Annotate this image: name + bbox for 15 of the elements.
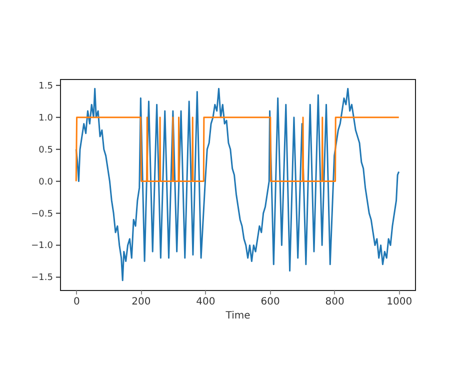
x-tick-label: 600 bbox=[260, 296, 280, 308]
x-tick-label: 400 bbox=[196, 296, 216, 308]
x-tick-label: 1000 bbox=[386, 296, 412, 308]
y-tick-label: 1.0 bbox=[38, 113, 54, 124]
y-tick-label: −1.0 bbox=[31, 241, 54, 252]
y-tick-label: 0.5 bbox=[38, 145, 53, 156]
x-tick-label: 0 bbox=[73, 296, 80, 308]
y-tick-label: 1.5 bbox=[38, 81, 53, 92]
y-tick-label: −1.5 bbox=[31, 273, 53, 284]
line-series bbox=[75, 88, 400, 282]
x-tick-label: 800 bbox=[325, 296, 344, 308]
y-tick-label: 0.0 bbox=[38, 177, 54, 188]
y-tick-label: −0.5 bbox=[31, 209, 53, 220]
x-tick-label: 200 bbox=[132, 296, 151, 308]
x-axis-title: Time bbox=[224, 310, 250, 322]
